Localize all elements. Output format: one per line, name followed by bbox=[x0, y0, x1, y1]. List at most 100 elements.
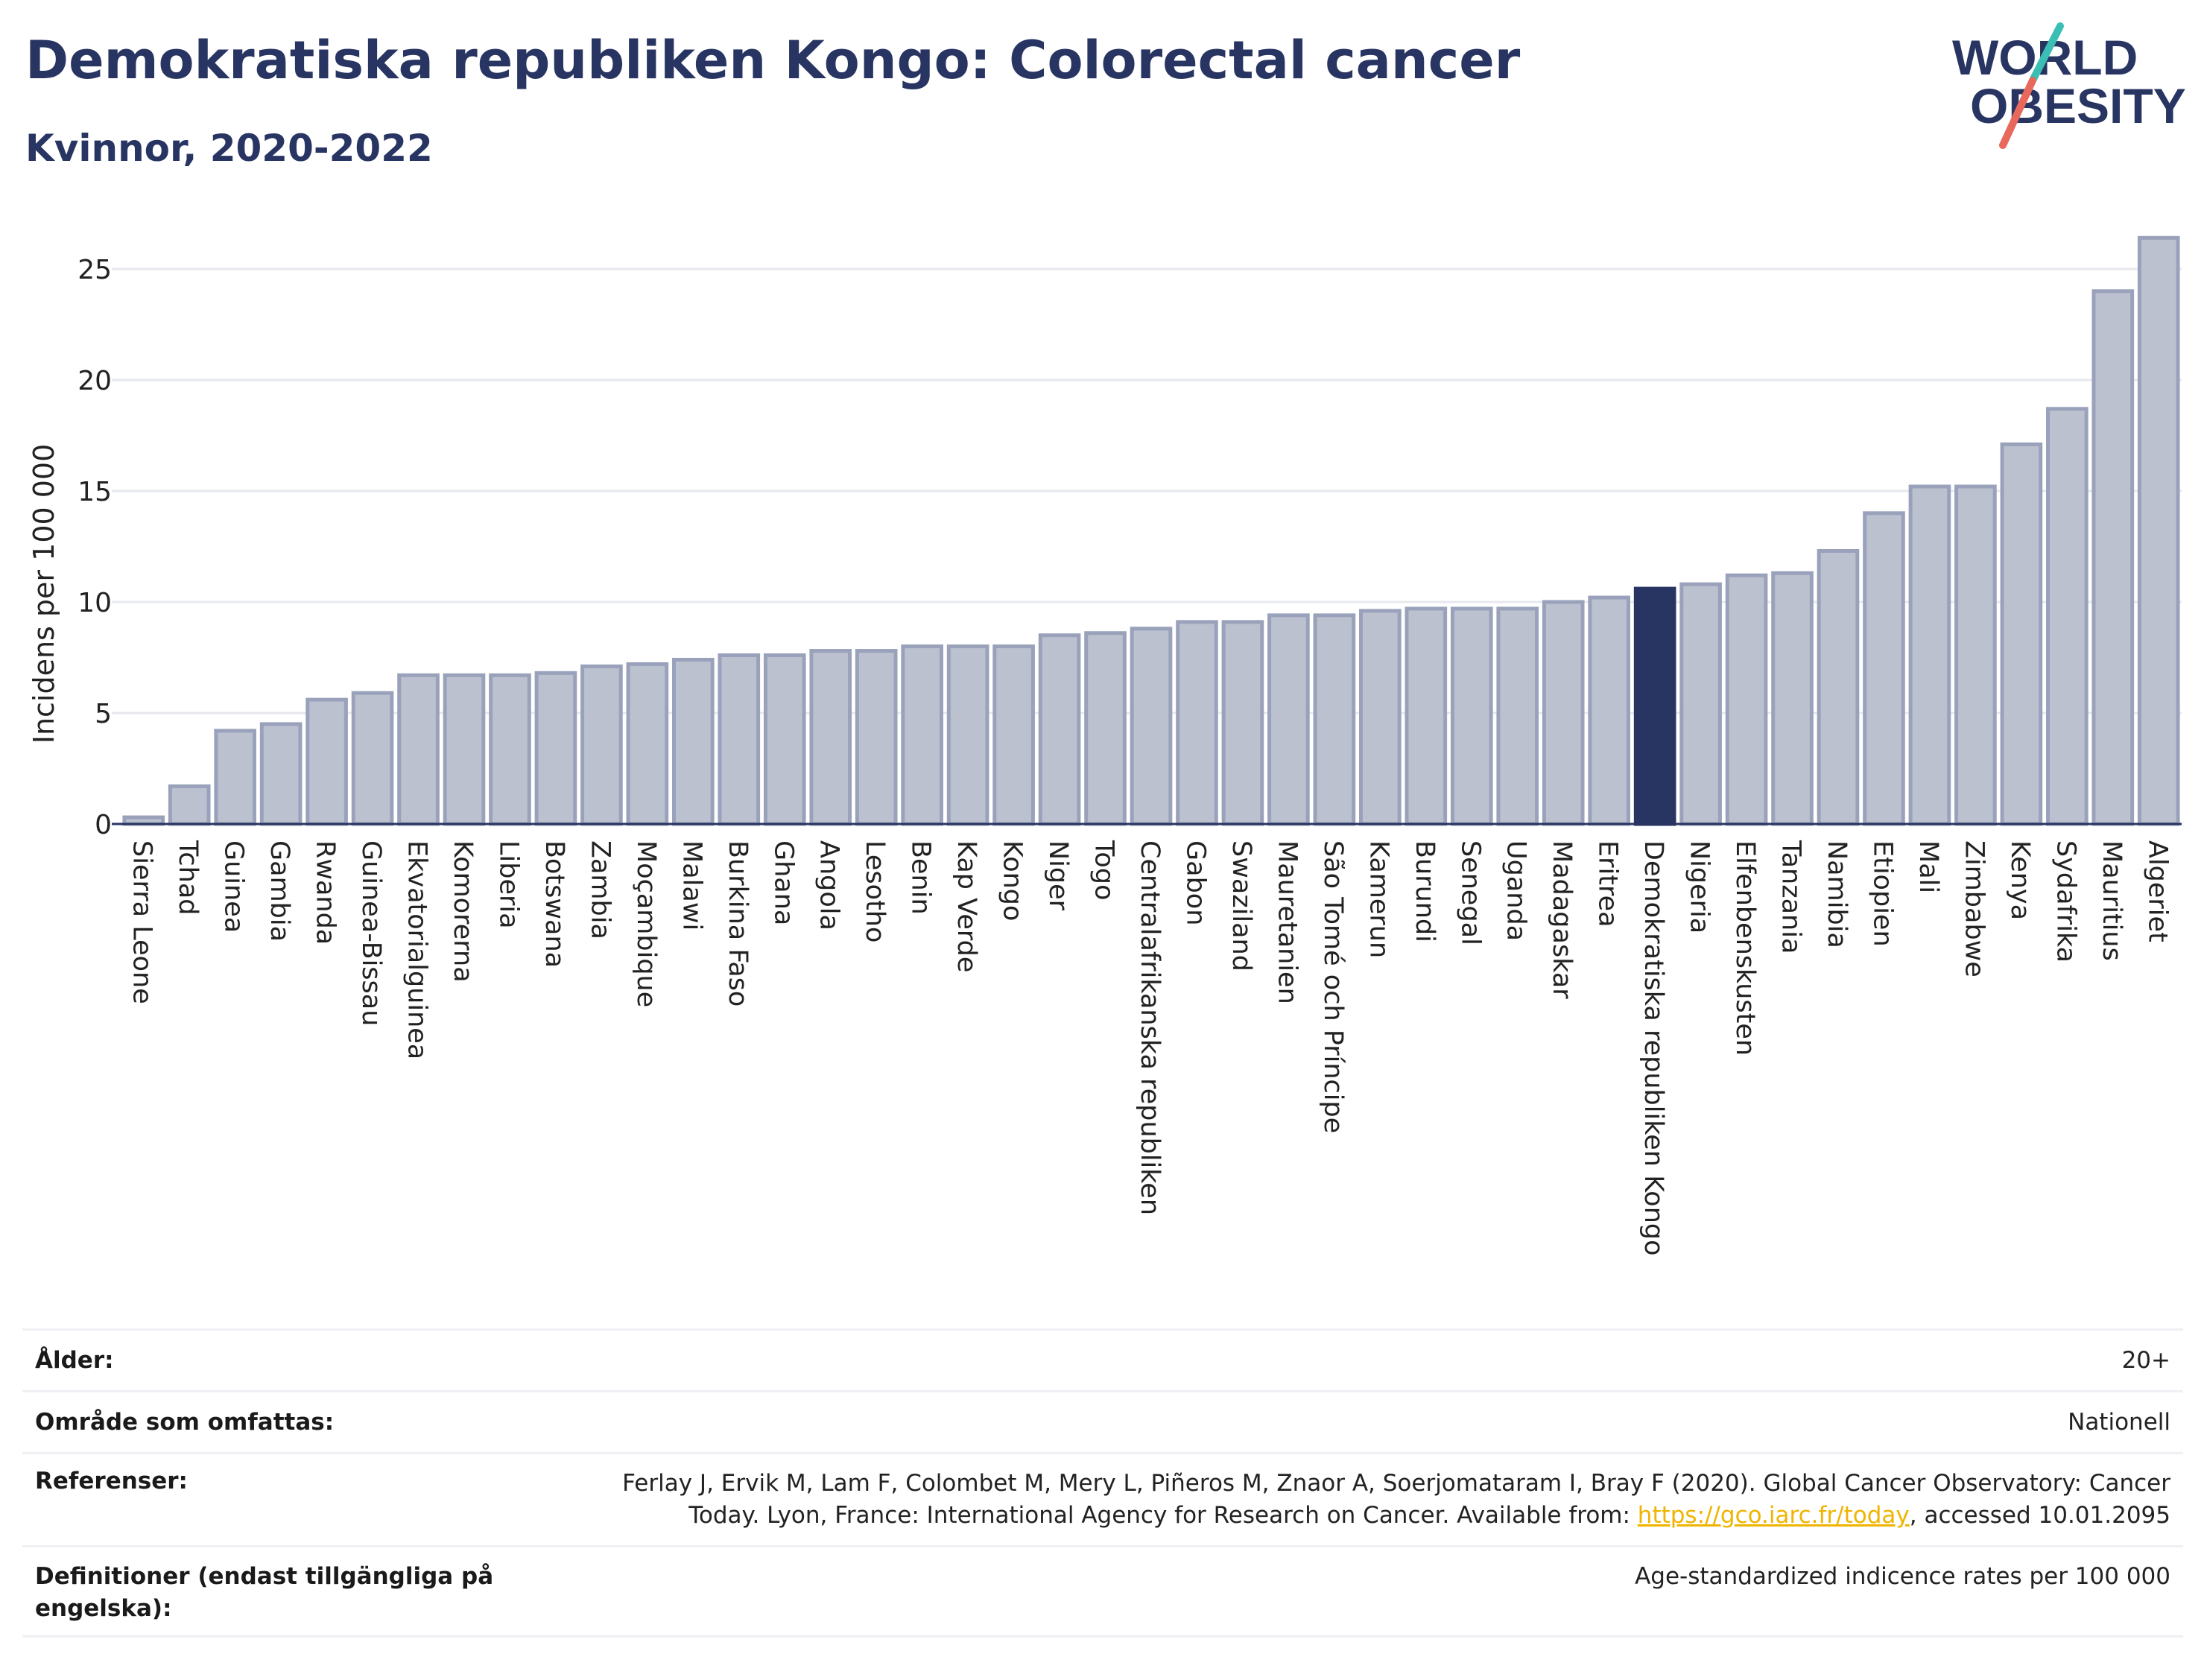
bar bbox=[1313, 613, 1356, 826]
x-tick-label: Demokratiska republiken Kongo bbox=[1638, 840, 1668, 1256]
x-tick-label: Angola bbox=[814, 840, 844, 931]
bar bbox=[1588, 595, 1630, 826]
bar bbox=[1817, 548, 1860, 826]
footer-label-area: Område som omfattas: bbox=[35, 1409, 335, 1436]
logo-text-obesity: OBESITY bbox=[1970, 78, 2186, 133]
bar bbox=[809, 649, 852, 826]
bar bbox=[1084, 631, 1127, 826]
bar bbox=[1359, 609, 1402, 826]
x-tick-label: Kamerun bbox=[1364, 840, 1393, 958]
footer-value-definitions: Age-standardized indicence rates per 100… bbox=[1635, 1563, 2170, 1590]
bar bbox=[443, 673, 486, 826]
bar bbox=[214, 729, 256, 826]
bar bbox=[2000, 442, 2043, 826]
x-tick-label: São Tomé och Príncipe bbox=[1318, 840, 1348, 1133]
x-tick-label: Burkina Faso bbox=[723, 840, 753, 1007]
reference-text: Ferlay J, Ervik M, Lam F, Colombet M, Me… bbox=[622, 1470, 2170, 1529]
footer-label-references: Referenser: bbox=[35, 1468, 188, 1494]
footer-label-definitions: Definitioner (endast tillgängliga på eng… bbox=[35, 1563, 494, 1622]
chart-footer: Ålder: 20+ Område som omfattas: Nationel… bbox=[22, 1328, 2183, 1638]
bar bbox=[351, 691, 394, 826]
bar bbox=[397, 673, 440, 826]
x-tick-label: Tanzania bbox=[1776, 840, 1806, 954]
logo-slash-teal bbox=[2029, 22, 2064, 84]
bar bbox=[718, 653, 761, 826]
bar bbox=[763, 653, 806, 826]
bar bbox=[672, 657, 715, 826]
footer-value-age: 20+ bbox=[2121, 1346, 2170, 1374]
x-tick-label: Zimbabwe bbox=[1959, 840, 1989, 977]
y-axis-label: Incidens per 100 000 bbox=[28, 444, 60, 744]
bar bbox=[305, 697, 348, 826]
y-tick-label: 15 bbox=[77, 477, 112, 507]
bar bbox=[1176, 620, 1218, 826]
x-tick-label: Kongo bbox=[998, 840, 1027, 921]
bar bbox=[1038, 633, 1081, 826]
bar bbox=[1405, 606, 1448, 826]
x-tick-label: Burundi bbox=[1410, 840, 1440, 942]
x-tick-label: Centralafrikanska republiken bbox=[1135, 840, 1165, 1215]
x-tick-label: Togo bbox=[1089, 840, 1119, 900]
x-tick-label: Senegal bbox=[1455, 840, 1485, 945]
bar bbox=[946, 644, 989, 826]
x-tick-label: Uganda bbox=[1501, 840, 1531, 941]
x-tick-label: Nigeria bbox=[1685, 840, 1714, 933]
bar bbox=[1450, 606, 1493, 826]
bar bbox=[626, 662, 669, 826]
bar bbox=[2046, 407, 2089, 826]
chart-title: Demokratiska republiken Kongo: Colorecta… bbox=[25, 30, 1521, 91]
bar bbox=[534, 671, 577, 826]
bar bbox=[1679, 582, 1722, 826]
footer-row-area: Område som omfattas: Nationell bbox=[22, 1390, 2183, 1452]
bar bbox=[1221, 620, 1264, 826]
chart-subtitle: Kvinnor, 2020-2022 bbox=[25, 127, 433, 170]
bar bbox=[1267, 613, 1310, 826]
y-tick-label: 10 bbox=[77, 588, 112, 618]
reference-accessed: , accessed 10.01.2095 bbox=[1909, 1502, 2170, 1529]
footer-label-age: Ålder: bbox=[35, 1347, 114, 1374]
x-tick-label: Elfenbenskusten bbox=[1730, 840, 1760, 1056]
y-tick-label: 0 bbox=[95, 810, 112, 840]
x-tick-label: Tchad bbox=[173, 840, 203, 916]
x-tick-label: Etiopien bbox=[1867, 840, 1897, 947]
bar bbox=[1130, 627, 1173, 826]
bar bbox=[259, 722, 303, 826]
bar bbox=[2091, 289, 2135, 826]
x-tick-label: Sierra Leone bbox=[127, 840, 157, 1004]
world-obesity-logo: WORLD OBESITY bbox=[1952, 22, 2186, 149]
x-tick-label: Madagaskar bbox=[1547, 840, 1577, 999]
y-tick-labels: 0 5 10 15 20 25 bbox=[77, 255, 112, 840]
x-tick-label: Benin bbox=[906, 840, 936, 915]
footer-row-definitions: Definitioner (endast tillgängliga på eng… bbox=[22, 1545, 2183, 1638]
x-tick-label: Mauritius bbox=[2097, 840, 2127, 961]
x-tick-label: Kap Verde bbox=[951, 840, 981, 972]
bar bbox=[992, 644, 1035, 826]
bar bbox=[1863, 511, 1905, 826]
x-tick-label: Zambia bbox=[585, 840, 615, 939]
bar bbox=[580, 664, 623, 826]
x-tick-labels: Sierra Leone Tchad Guinea Gambia Rwanda Guine… bbox=[127, 840, 2173, 1256]
bar bbox=[901, 644, 943, 826]
bar bbox=[489, 673, 531, 826]
x-tick-label: Kenya bbox=[2005, 840, 2035, 920]
x-tick-label: Liberia bbox=[493, 840, 523, 929]
x-tick-label: Lesotho bbox=[860, 840, 890, 942]
bar bbox=[1771, 571, 1814, 826]
x-tick-label: Rwanda bbox=[311, 840, 341, 945]
x-tick-label: Gambia bbox=[265, 840, 294, 942]
x-tick-label: Moçambique bbox=[631, 840, 661, 1007]
x-tick-label: Mali bbox=[1913, 840, 1943, 893]
x-tick-label: Komorerna bbox=[448, 840, 478, 983]
bar bbox=[168, 784, 211, 826]
bar bbox=[1542, 600, 1585, 826]
y-tick-label: 5 bbox=[95, 699, 112, 729]
x-tick-label: Algeriet bbox=[2142, 840, 2172, 942]
footer-row-age: Ålder: 20+ bbox=[22, 1328, 2183, 1390]
footer-row-references: Referenser: Ferlay J, Ervik M, Lam F, Co… bbox=[22, 1452, 2183, 1545]
bar bbox=[855, 649, 898, 826]
bar bbox=[1496, 606, 1539, 826]
x-tick-label: Niger bbox=[1043, 840, 1073, 911]
x-tick-label: Eritrea bbox=[1593, 840, 1623, 928]
y-tick-label: 25 bbox=[77, 255, 112, 285]
reference-link[interactable]: https://gco.iarc.fr/today bbox=[1637, 1502, 1910, 1529]
